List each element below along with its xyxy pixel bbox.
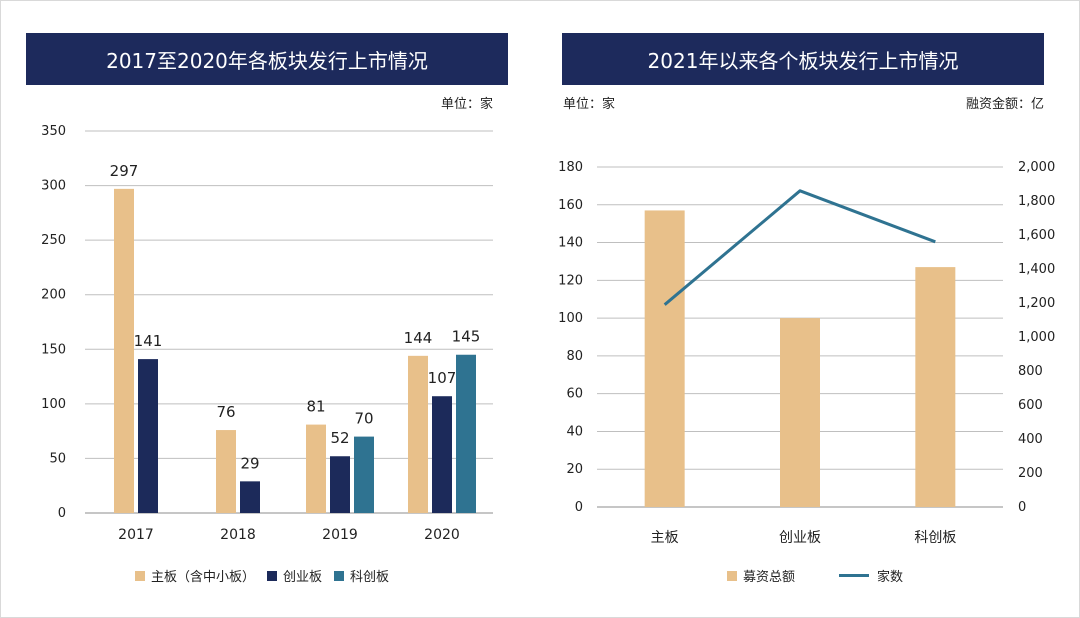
right-x-tick-label: 科创板 bbox=[914, 530, 956, 546]
left-y-tick-label: 300 bbox=[41, 179, 66, 194]
right-bar bbox=[644, 210, 685, 507]
right-right-y-tick-label: 600 bbox=[1018, 398, 1043, 413]
left-y-tick-label: 150 bbox=[41, 342, 66, 357]
left-x-tick-label: 2020 bbox=[424, 527, 460, 543]
left-y-tick-label: 200 bbox=[41, 288, 66, 303]
right-left-y-tick-label: 120 bbox=[558, 273, 583, 288]
right-right-y-tick-label: 0 bbox=[1018, 500, 1026, 515]
right-left-y-tick-label: 100 bbox=[558, 311, 583, 326]
legend-item-star: 科创板 bbox=[334, 566, 389, 585]
left-bar-label: 107 bbox=[428, 369, 457, 387]
left-y-tick-label: 250 bbox=[41, 233, 66, 248]
right-x-tick-label: 创业板 bbox=[779, 530, 821, 546]
right-left-y-tick-label: 140 bbox=[558, 236, 583, 251]
right-left-y-tick-label: 60 bbox=[566, 387, 583, 402]
left-y-tick-label: 350 bbox=[41, 124, 66, 139]
left-legend: 主板（含中小板） 创业板 科创板 bbox=[135, 566, 401, 585]
legend-label-main-board: 主板（含中小板） bbox=[151, 570, 256, 585]
right-left-y-tick-label: 0 bbox=[575, 500, 583, 515]
legend-swatch-star bbox=[334, 570, 345, 581]
left-bar bbox=[456, 354, 476, 513]
legend-swatch-chinext bbox=[267, 570, 278, 581]
right-unit-left-label: 单位：家 bbox=[563, 97, 616, 112]
right-left-y-tick-label: 180 bbox=[558, 160, 583, 175]
legend-item-main-board: 主板（含中小板） bbox=[135, 566, 255, 585]
right-right-y-tick-label: 1,400 bbox=[1018, 262, 1055, 277]
left-bar bbox=[114, 188, 134, 514]
right-left-y-tick-label: 160 bbox=[558, 198, 583, 213]
right-left-y-tick-label: 40 bbox=[566, 424, 583, 439]
legend-swatch-count bbox=[839, 574, 870, 577]
left-x-tick-label: 2019 bbox=[322, 527, 358, 543]
right-left-y-tick-label: 20 bbox=[566, 462, 583, 477]
right-right-y-tick-label: 200 bbox=[1018, 466, 1043, 481]
right-right-y-tick-label: 2,000 bbox=[1018, 160, 1055, 175]
legend-label-fundraising: 募资总额 bbox=[743, 570, 796, 585]
right-legend: 募资总额 家数 bbox=[727, 566, 915, 585]
legend-item-fundraising: 募资总额 bbox=[727, 566, 795, 585]
left-bar-label: 145 bbox=[452, 328, 481, 346]
left-bar-label: 141 bbox=[134, 332, 163, 350]
left-bar-label: 29 bbox=[240, 454, 259, 472]
right-right-y-tick-label: 1,800 bbox=[1018, 194, 1055, 209]
right-right-y-tick-label: 400 bbox=[1018, 432, 1043, 447]
left-bar bbox=[306, 424, 326, 513]
left-bar bbox=[240, 481, 260, 513]
left-y-tick-label: 100 bbox=[41, 397, 66, 412]
left-bar bbox=[408, 355, 428, 513]
right-bar bbox=[915, 267, 956, 507]
legend-swatch-main-board bbox=[135, 570, 145, 581]
left-bar bbox=[432, 396, 452, 513]
right-count-line bbox=[663, 189, 936, 306]
left-bar-label: 52 bbox=[330, 429, 349, 447]
right-right-y-tick-label: 1,200 bbox=[1018, 296, 1055, 311]
left-bar-label: 144 bbox=[404, 329, 433, 347]
legend-item-count: 家数 bbox=[839, 566, 903, 585]
left-x-tick-label: 2017 bbox=[118, 527, 154, 543]
legend-label-star: 科创板 bbox=[350, 570, 390, 585]
left-bar bbox=[138, 359, 158, 513]
right-combo-chart: 0 20 40 60 80 100 120 140 160 180 0 200 400 600 800 1,0… bbox=[558, 160, 1055, 546]
left-unit-label: 单位：家 bbox=[440, 97, 493, 112]
left-y-tick-label: 0 bbox=[58, 506, 66, 521]
legend-swatch-fundraising bbox=[727, 570, 737, 581]
right-right-y-tick-label: 1,000 bbox=[1018, 330, 1055, 345]
right-left-y-tick-label: 80 bbox=[566, 349, 583, 364]
left-bar bbox=[330, 456, 350, 513]
right-unit-right-label: 融资金额：亿 bbox=[965, 97, 1044, 112]
legend-item-chinext: 创业板 bbox=[267, 566, 322, 585]
left-bar bbox=[216, 430, 236, 513]
left-y-tick-label: 50 bbox=[49, 451, 66, 466]
legend-label-count: 家数 bbox=[877, 570, 904, 585]
left-bar-label: 70 bbox=[354, 410, 373, 428]
left-bar-label: 81 bbox=[306, 398, 325, 416]
right-bar bbox=[780, 318, 820, 507]
left-chart-title: 2017至2020年各板块发行上市情况 bbox=[26, 33, 508, 85]
left-bar-label: 76 bbox=[216, 403, 235, 421]
left-x-tick-label: 2018 bbox=[220, 527, 256, 543]
right-right-y-tick-label: 800 bbox=[1018, 364, 1043, 379]
right-chart-title: 2021年以来各个板块发行上市情况 bbox=[562, 33, 1044, 85]
legend-label-chinext: 创业板 bbox=[283, 570, 323, 585]
right-right-y-tick-label: 1,600 bbox=[1018, 228, 1055, 243]
left-bar-label: 297 bbox=[110, 162, 139, 180]
left-bar-chart: 0 50 100 150 200 250 300 350 2017 297 141 2018 76 29 2… bbox=[41, 124, 493, 543]
right-x-tick-label: 主板 bbox=[651, 530, 679, 546]
left-bar bbox=[354, 436, 374, 513]
